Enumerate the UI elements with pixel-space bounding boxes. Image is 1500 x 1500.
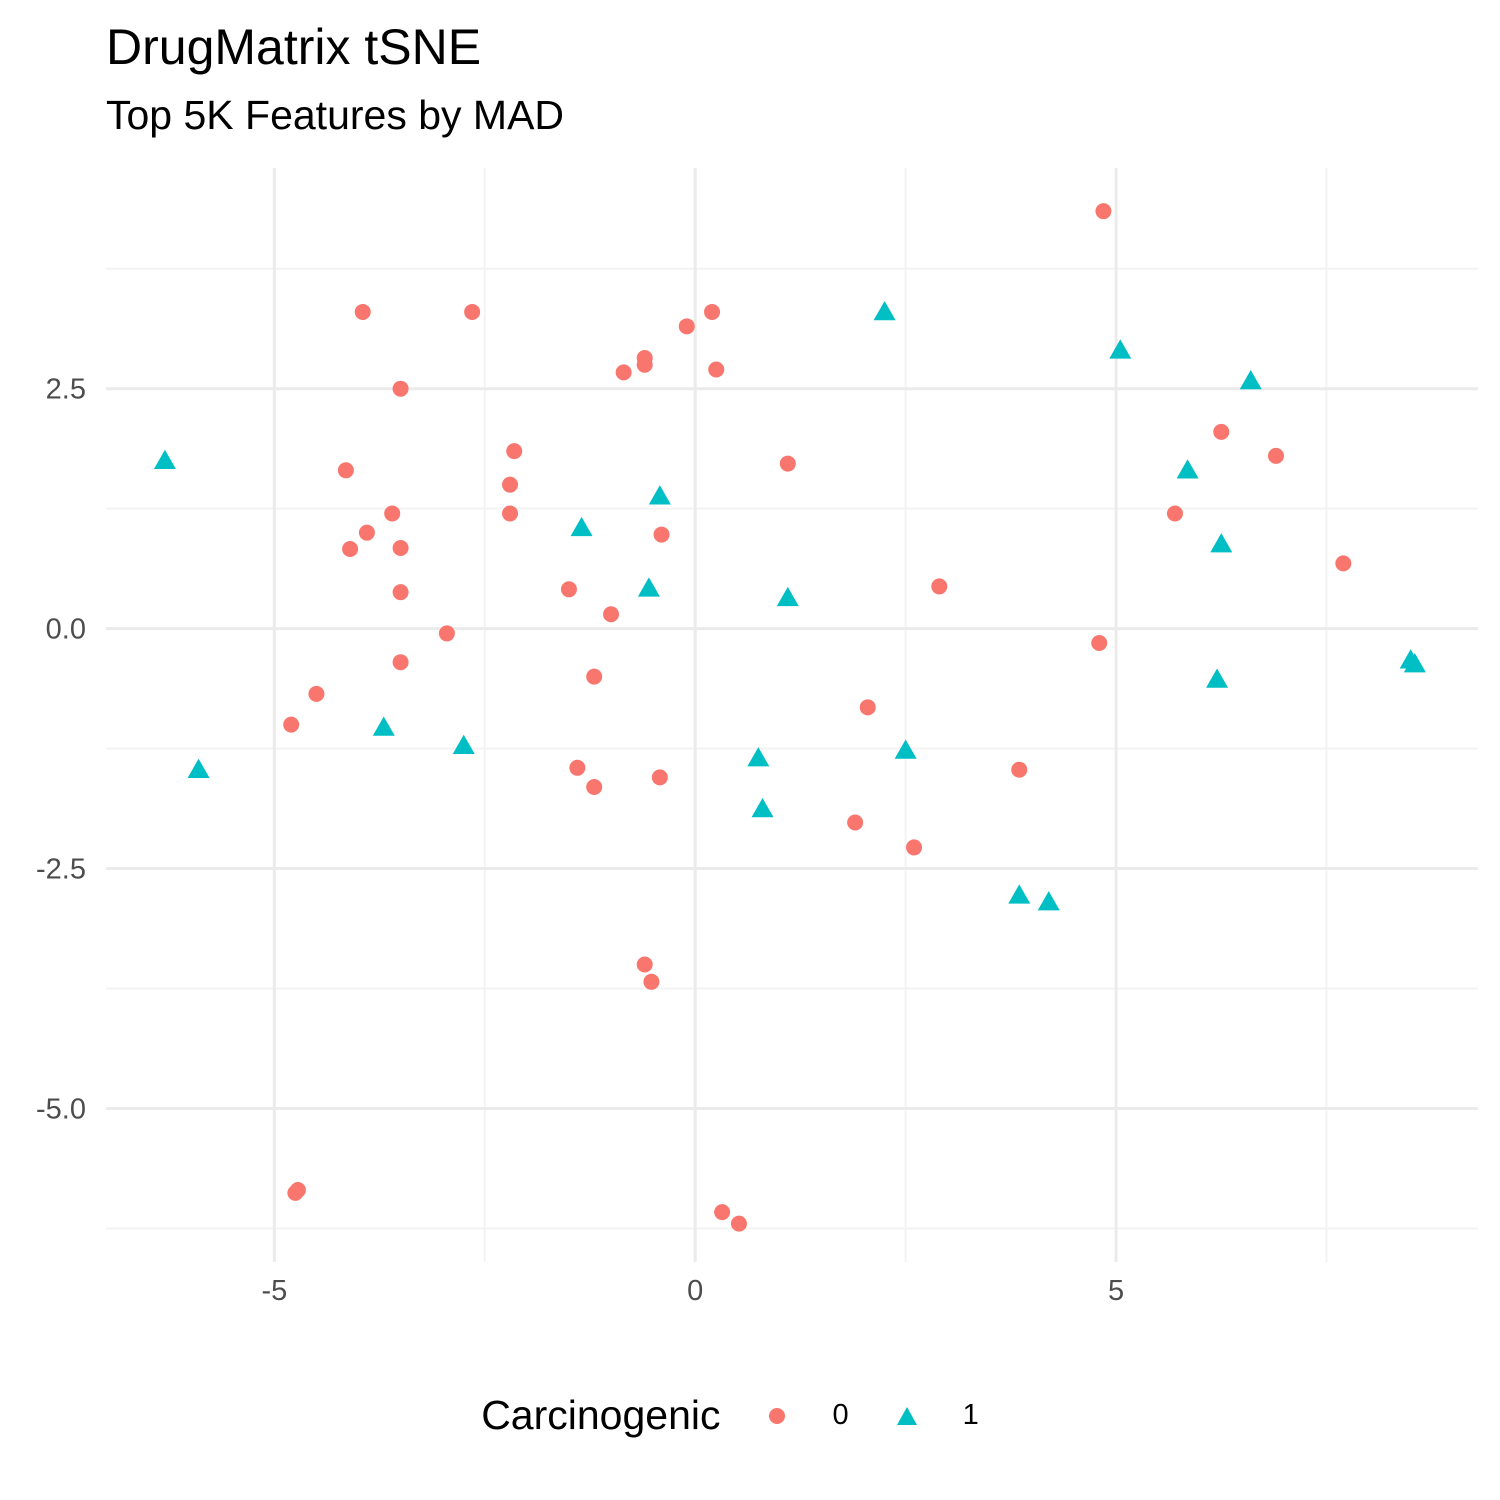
data-point-circle [289, 1182, 306, 1199]
legend-item-1: 1 [889, 1398, 979, 1434]
data-point-circle [615, 364, 632, 381]
data-point-circle [502, 476, 519, 493]
data-point-triangle [153, 449, 176, 469]
data-point-triangle [1206, 668, 1229, 688]
y-tick-label: -5.0 [36, 1093, 86, 1125]
data-point-circle [392, 654, 409, 671]
data-point-triangle [1008, 884, 1031, 904]
data-point-triangle [648, 485, 671, 505]
data-point-circle [337, 462, 354, 479]
data-point-circle [678, 318, 695, 335]
chart-subtitle: Top 5K Features by MAD [106, 92, 565, 138]
data-point-circle [392, 584, 409, 601]
data-point-circle [502, 505, 519, 522]
legend-label-1: 1 [962, 1399, 979, 1431]
data-point-triangle [637, 577, 660, 597]
data-point-circle [1213, 423, 1230, 440]
legend-triangle-marker [889, 1398, 925, 1434]
data-point-circle [847, 814, 864, 831]
data-point-circle [1267, 447, 1284, 464]
data-point-circle [358, 524, 375, 541]
data-point-circle [392, 380, 409, 397]
y-tick-label: 0.0 [46, 614, 86, 646]
data-point-circle [931, 578, 948, 595]
data-point-triangle [1037, 891, 1060, 911]
data-point-triangle [1239, 370, 1262, 390]
legend-circle-marker [759, 1398, 795, 1434]
major-gridlines [106, 168, 1478, 1262]
x-tick-label: 0 [687, 1275, 703, 1307]
data-point-circle [438, 625, 455, 642]
x-tick-label: -5 [261, 1275, 287, 1307]
data-point-circle [392, 540, 409, 557]
data-point-circle [643, 973, 660, 990]
data-point-circle [653, 526, 670, 543]
y-axis-tick-labels: 2.5 0.0 -2.5 -5.0 [36, 374, 86, 1126]
legend-item-0: 0 [759, 1398, 849, 1434]
chart-title: DrugMatrix tSNE [106, 19, 482, 75]
data-point-triangle [747, 747, 770, 767]
data-point-triangle [873, 300, 896, 321]
data-point-triangle [751, 798, 774, 818]
x-axis-tick-labels: -5 0 5 [261, 1275, 1124, 1307]
data-point-circle [354, 303, 371, 320]
data-point-circle [586, 778, 603, 795]
data-point-triangle [776, 586, 799, 607]
data-point-triangle [1403, 653, 1426, 673]
data-point-triangle [1109, 339, 1132, 359]
data-point-circle [1335, 555, 1352, 572]
data-point-triangle [372, 716, 395, 736]
y-tick-label: -2.5 [36, 854, 86, 886]
data-point-circle [586, 668, 603, 685]
legend-label-0: 0 [832, 1399, 849, 1431]
data-point-circle [779, 455, 796, 472]
data-point-circle [1166, 505, 1183, 522]
data-point-circle [506, 443, 523, 460]
legend-title: Carcinogenic [481, 1392, 721, 1438]
data-point-circle [308, 685, 325, 702]
data-point-circle [384, 505, 401, 522]
x-tick-label: 5 [1108, 1275, 1124, 1307]
data-point-circle [636, 356, 653, 373]
y-tick-label: 2.5 [46, 374, 86, 406]
data-point-circle [283, 716, 300, 733]
series-0-points [283, 203, 1352, 1232]
data-point-circle [569, 759, 586, 776]
data-point-circle [1011, 761, 1028, 778]
data-point-circle [704, 303, 721, 320]
data-point-triangle [894, 739, 917, 759]
data-point-triangle [452, 734, 475, 754]
legend: Carcinogenic 0 1 [0, 1392, 1500, 1439]
data-point-circle [730, 1215, 747, 1232]
data-point-circle [906, 839, 923, 856]
data-point-triangle [1210, 533, 1233, 553]
data-point-circle [342, 540, 359, 557]
data-point-circle [859, 699, 876, 716]
data-point-triangle [1176, 459, 1199, 479]
data-point-circle [651, 769, 668, 786]
data-point-circle [603, 606, 620, 623]
series-1-points [153, 300, 1426, 911]
data-point-triangle [187, 758, 210, 778]
data-point-circle [1091, 635, 1108, 652]
data-point-circle [714, 1204, 731, 1221]
minor-gridlines [106, 168, 1478, 1262]
data-point-circle [1095, 203, 1112, 220]
data-point-triangle [570, 516, 593, 537]
data-point-circle [708, 361, 725, 378]
data-point-circle [560, 581, 577, 598]
data-point-circle [464, 303, 481, 320]
data-point-circle [636, 956, 653, 973]
